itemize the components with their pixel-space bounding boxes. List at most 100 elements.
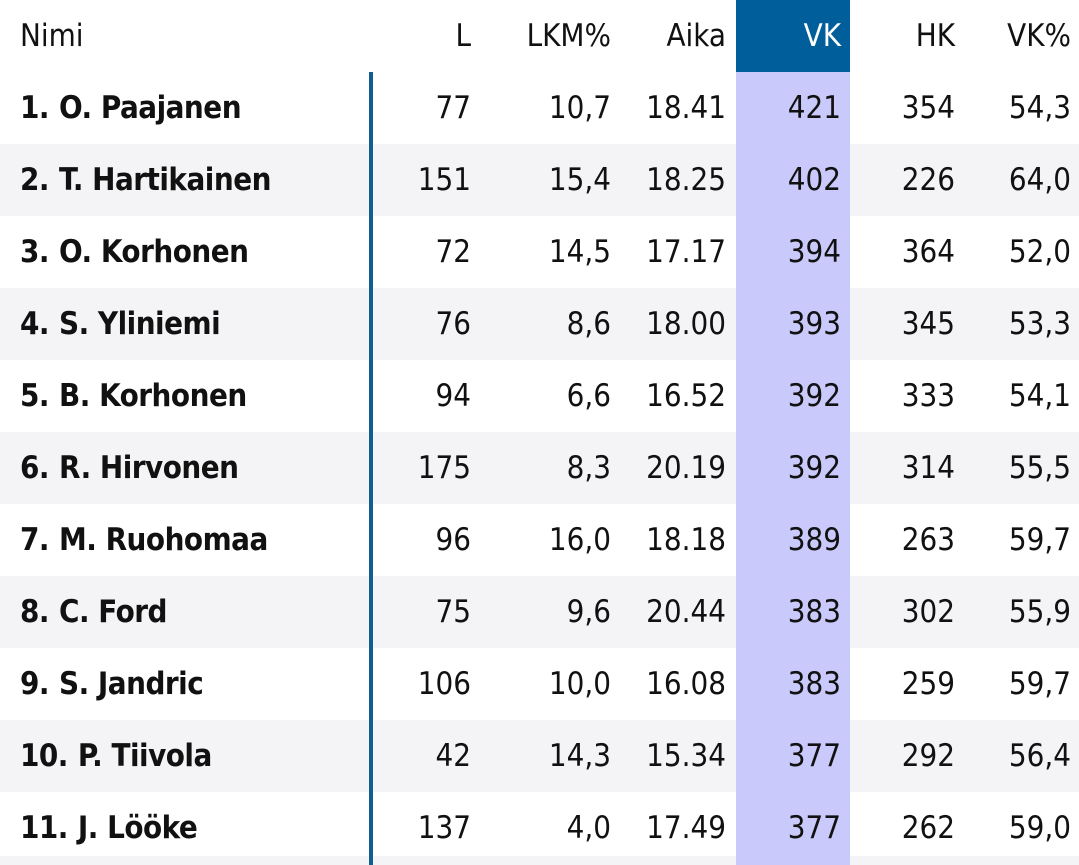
rank: 4. [20, 306, 50, 342]
player-name: P. Tiivola [77, 738, 212, 774]
player-name: J. Lööke [77, 810, 198, 846]
cell-aika: 18.41 [646, 90, 726, 126]
table-row: 11. J. Lööke 137 4,0 17.49 377 262 59,0 [0, 792, 1079, 864]
cell-aika: 17.17 [646, 234, 726, 270]
cell-vk-percent: 53,3 [1008, 306, 1071, 342]
player-name: B. Korhonen [59, 378, 247, 414]
player-name-cell[interactable]: 11. J. Lööke [20, 792, 198, 864]
cell-vk-percent: 54,3 [1008, 90, 1071, 126]
cell-lkm: 4,0 [566, 810, 611, 846]
player-name: O. Korhonen [59, 234, 249, 270]
cell-vk-percent: 52,0 [1008, 234, 1071, 270]
cell-vk-value: 394 [787, 234, 841, 270]
rank: 2. [20, 162, 50, 198]
cell-l: 137 [417, 810, 471, 846]
cell-aika: 18.18 [646, 522, 726, 558]
cell-l: 96 [435, 522, 471, 558]
rank: 11. [20, 810, 68, 846]
cell-lkm: 16,0 [548, 522, 611, 558]
player-name-cell[interactable]: 3. O. Korhonen [20, 216, 249, 288]
cell-lkm: 14,3 [548, 738, 611, 774]
cell-vk-percent: 59,7 [1008, 666, 1071, 702]
cell-vk-percent: 55,9 [1008, 594, 1071, 630]
player-name-cell[interactable]: 2. T. Hartikainen [20, 144, 271, 216]
rank: 1. [20, 90, 50, 126]
cell-vk-percent: 64,0 [1008, 162, 1071, 198]
cell-l: 42 [435, 738, 471, 774]
table-row: 5. B. Korhonen 94 6,6 16.52 392 333 54,1 [0, 360, 1079, 432]
cell-vk-value: 383 [787, 594, 841, 630]
cell-vk: 389 [736, 504, 850, 576]
player-name-cell[interactable]: 7. M. Ruohomaa [20, 504, 268, 576]
cell-vk-value: 392 [787, 450, 841, 486]
player-name-cell[interactable]: 6. R. Hirvonen [20, 432, 239, 504]
cell-lkm: 9,6 [566, 594, 611, 630]
player-name-cell[interactable]: 4. S. Yliniemi [20, 288, 221, 360]
cell-vk-value: 389 [787, 522, 841, 558]
cell-vk: 383 [736, 648, 850, 720]
cell-vk: 383 [736, 576, 850, 648]
player-name-cell[interactable]: 1. O. Paajanen [20, 72, 242, 144]
cell-lkm: 10,0 [548, 666, 611, 702]
column-header-l[interactable]: L [455, 18, 471, 54]
cell-hk: 364 [901, 234, 955, 270]
cell-l: 76 [435, 306, 471, 342]
cell-hk: 354 [901, 90, 955, 126]
cell-hk: 263 [901, 522, 955, 558]
cell-l: 151 [417, 162, 471, 198]
cell-hk: 262 [901, 810, 955, 846]
cell-aika: 20.44 [646, 594, 726, 630]
cell-vk: 393 [736, 288, 850, 360]
table-row: 7. M. Ruohomaa 96 16,0 18.18 389 263 59,7 [0, 504, 1079, 576]
cell-aika: 16.52 [646, 378, 726, 414]
cell-vk-value: 392 [787, 378, 841, 414]
table-header: Nimi L LKM% Aika VK HK VK% [0, 0, 1079, 72]
cell-vk: 377 [736, 720, 850, 792]
player-name-cell[interactable]: 9. S. Jandric [20, 648, 204, 720]
cell-vk: 377 [736, 792, 850, 864]
column-header-lkm[interactable]: LKM% [526, 18, 611, 54]
cell-hk: 333 [901, 378, 955, 414]
player-name: T. Hartikainen [59, 162, 271, 198]
cell-hk: 345 [901, 306, 955, 342]
table-row: 2. T. Hartikainen 151 15,4 18.25 402 226 … [0, 144, 1079, 216]
table-row: 6. R. Hirvonen 175 8,3 20.19 392 314 55,5 [0, 432, 1079, 504]
next-row-edge [0, 856, 1079, 865]
rank: 3. [20, 234, 50, 270]
cell-lkm: 10,7 [548, 90, 611, 126]
cell-hk: 314 [901, 450, 955, 486]
cell-lkm: 6,6 [566, 378, 611, 414]
cell-vk: 421 [736, 72, 850, 144]
cell-aika: 16.08 [646, 666, 726, 702]
column-header-vk-percent[interactable]: VK% [1007, 18, 1071, 54]
cell-hk: 302 [901, 594, 955, 630]
cell-vk-value: 402 [787, 162, 841, 198]
cell-l: 77 [435, 90, 471, 126]
column-header-vk-active[interactable]: VK [736, 0, 850, 72]
column-header-aika[interactable]: Aika [666, 18, 726, 54]
player-name: S. Yliniemi [59, 306, 221, 342]
player-name-cell[interactable]: 5. B. Korhonen [20, 360, 247, 432]
player-name: R. Hirvonen [59, 450, 239, 486]
player-name-cell[interactable]: 8. C. Ford [20, 576, 167, 648]
cell-l: 175 [417, 450, 471, 486]
cell-vk-value: 421 [787, 90, 841, 126]
player-name-cell[interactable]: 10. P. Tiivola [20, 720, 212, 792]
cell-vk-percent: 56,4 [1008, 738, 1071, 774]
cell-vk-percent: 54,1 [1008, 378, 1071, 414]
column-header-hk[interactable]: HK [915, 18, 955, 54]
cell-hk: 259 [901, 666, 955, 702]
player-name: O. Paajanen [59, 90, 242, 126]
rank: 5. [20, 378, 50, 414]
cell-l: 106 [417, 666, 471, 702]
rank: 10. [20, 738, 68, 774]
cell-vk-value: 383 [787, 666, 841, 702]
player-name: S. Jandric [59, 666, 204, 702]
cell-l: 72 [435, 234, 471, 270]
table-row: 4. S. Yliniemi 76 8,6 18.00 393 345 53,3 [0, 288, 1079, 360]
cell-l: 75 [435, 594, 471, 630]
column-header-name[interactable]: Nimi [20, 18, 84, 54]
cell-aika: 18.25 [646, 162, 726, 198]
rank: 7. [20, 522, 50, 558]
